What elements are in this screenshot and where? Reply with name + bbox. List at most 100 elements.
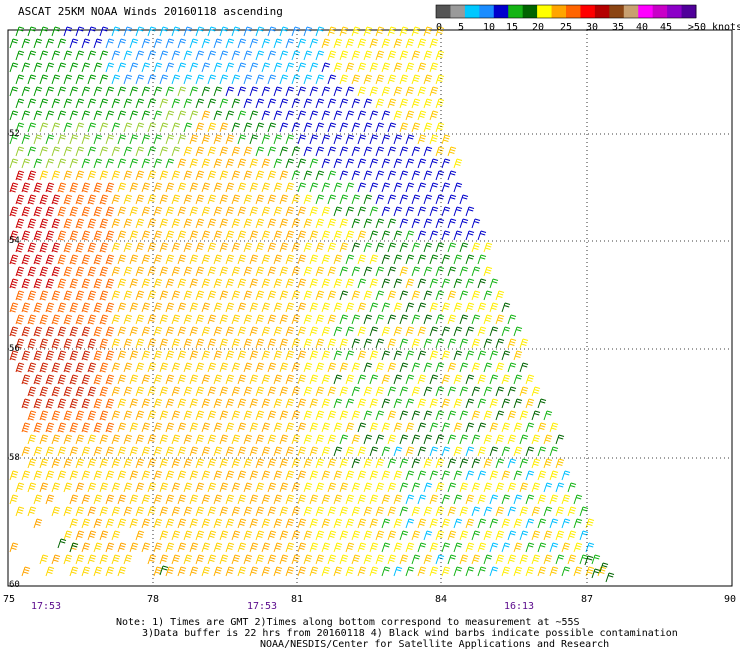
wind-barb	[453, 446, 463, 457]
wind-barb	[453, 350, 463, 361]
wind-barb	[369, 182, 379, 193]
wind-barb	[153, 278, 163, 289]
wind-barb	[369, 398, 379, 409]
wind-barb	[447, 146, 457, 157]
wind-barb	[105, 566, 115, 577]
wind-barb	[399, 530, 409, 541]
wind-barb	[537, 518, 547, 529]
wind-barb	[297, 278, 307, 289]
wind-barb	[297, 422, 307, 433]
wind-barb	[9, 470, 19, 481]
wind-barb	[513, 446, 523, 457]
wind-barb	[21, 158, 31, 169]
wind-barb	[531, 506, 541, 517]
wind-barb	[45, 278, 55, 289]
wind-barb	[345, 254, 355, 265]
wind-barb	[285, 254, 295, 265]
wind-barb	[375, 26, 385, 37]
wind-barb	[135, 146, 145, 157]
wind-barb	[327, 266, 337, 277]
wind-barb	[15, 218, 25, 229]
wind-barb	[213, 134, 223, 145]
wind-barb	[81, 206, 91, 217]
wind-barb	[495, 338, 505, 349]
wind-barb	[399, 410, 409, 421]
wind-barb	[57, 206, 67, 217]
wind-barb	[87, 482, 97, 493]
wind-barb	[99, 266, 109, 277]
wind-barb	[87, 506, 97, 517]
wind-barb	[249, 134, 259, 145]
wind-barb	[459, 530, 469, 541]
wind-barb	[111, 554, 121, 565]
wind-barb	[279, 266, 289, 277]
wind-barb	[399, 122, 409, 133]
wind-barb	[117, 254, 127, 265]
wind-barb	[513, 326, 523, 337]
wind-barb	[93, 38, 103, 49]
wind-barb	[327, 410, 337, 421]
wind-barb	[153, 374, 163, 385]
wind-barb	[339, 74, 349, 85]
wind-barb	[387, 554, 397, 565]
wind-barb	[225, 374, 235, 385]
wind-barb	[15, 26, 25, 37]
wind-barb	[81, 422, 91, 433]
wind-barb	[201, 110, 211, 121]
wind-barb	[165, 278, 175, 289]
wind-barb	[267, 170, 277, 181]
wind-barb	[117, 62, 127, 73]
wind-barb	[273, 206, 283, 217]
lat-lon-grid	[8, 30, 732, 586]
wind-barb	[405, 422, 415, 433]
wind-barb	[81, 134, 91, 145]
wind-barb	[189, 566, 199, 577]
wind-barb	[345, 494, 355, 505]
wind-barb	[423, 506, 433, 517]
wind-barb	[363, 290, 373, 301]
wind-barb	[123, 26, 133, 37]
wind-barb	[183, 218, 193, 229]
wind-barb	[45, 350, 55, 361]
wind-barb	[345, 518, 355, 529]
wind-barb	[129, 542, 139, 553]
wind-barb	[15, 98, 25, 109]
wind-barb	[225, 422, 235, 433]
wind-barb	[165, 470, 175, 481]
wind-barb	[201, 254, 211, 265]
wind-barb	[489, 374, 499, 385]
wind-barb	[45, 134, 55, 145]
wind-barb	[219, 338, 229, 349]
wind-barb	[417, 326, 427, 337]
wind-barb	[243, 530, 253, 541]
wind-barb	[261, 158, 271, 169]
wind-barb	[291, 482, 301, 493]
wind-barb	[393, 134, 403, 145]
wind-barb	[57, 302, 67, 313]
wind-barb	[243, 74, 253, 85]
wind-barb	[531, 554, 541, 565]
lat-label: 52	[9, 129, 20, 139]
wind-barb	[225, 158, 235, 169]
wind-barb	[501, 374, 511, 385]
wind-barb	[219, 242, 229, 253]
wind-barb	[285, 326, 295, 337]
wind-barb	[243, 290, 253, 301]
wind-barb	[75, 506, 85, 517]
wind-barb	[369, 134, 379, 145]
wind-barb	[189, 374, 199, 385]
wind-barb	[63, 74, 73, 85]
wind-barb	[525, 422, 535, 433]
wind-barb	[201, 398, 211, 409]
wind-barb	[273, 470, 283, 481]
wind-barb	[147, 554, 157, 565]
wind-barb	[405, 326, 415, 337]
wind-barb	[261, 350, 271, 361]
wind-barb	[15, 314, 25, 325]
wind-barb	[387, 146, 397, 157]
wind-barb	[57, 254, 67, 265]
wind-barb	[567, 506, 577, 517]
wind-barb	[465, 494, 475, 505]
wind-barb	[159, 482, 169, 493]
wind-barb	[147, 362, 157, 373]
